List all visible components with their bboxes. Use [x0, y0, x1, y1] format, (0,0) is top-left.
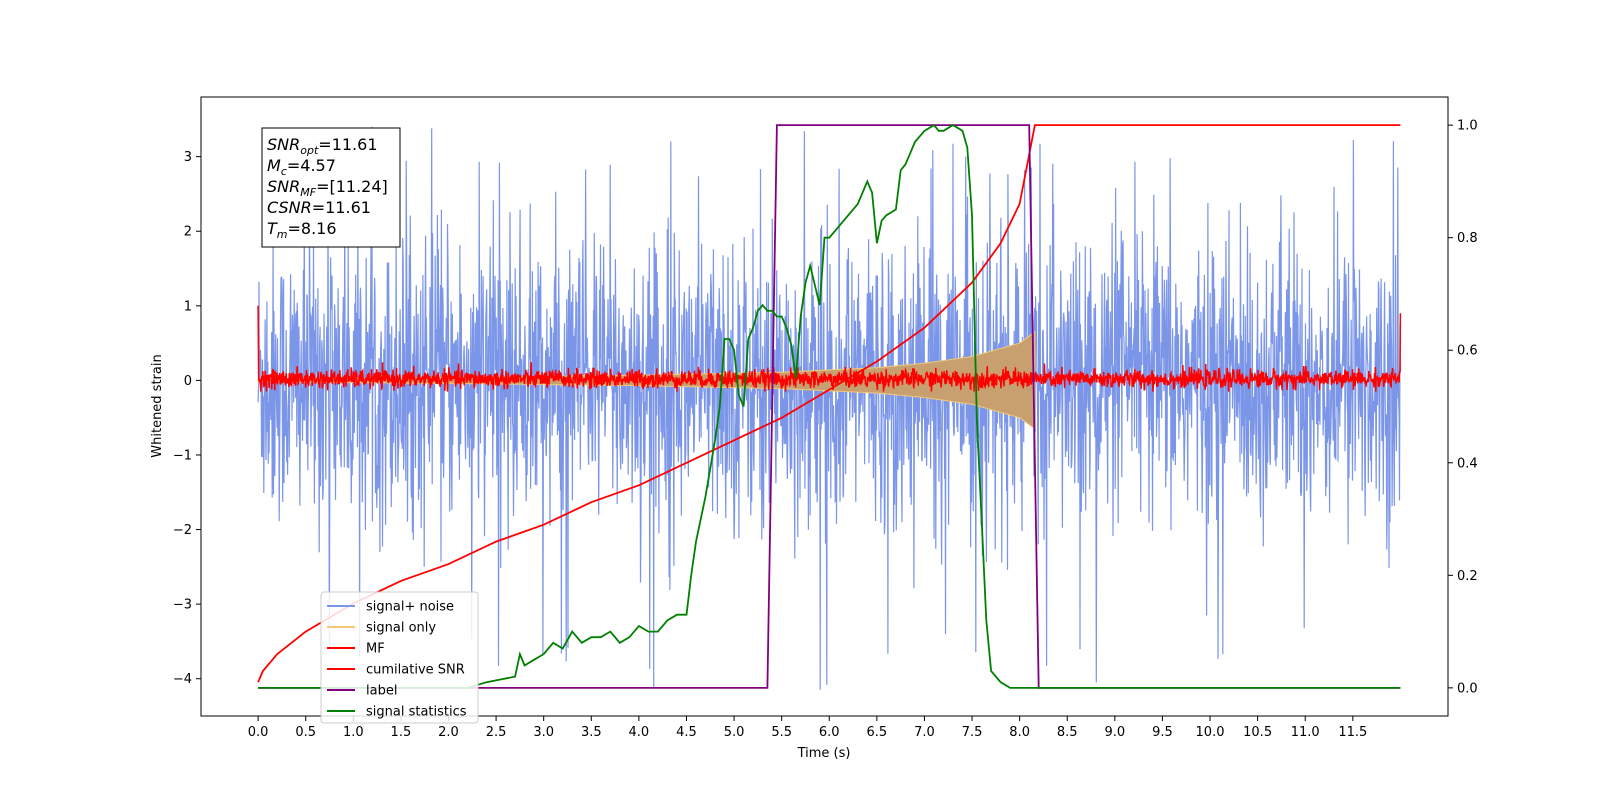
x-tick-label: 0.0 [248, 725, 269, 740]
x-tick-label: 3.0 [533, 725, 554, 740]
x-axis-label: Time (s) [797, 746, 851, 761]
x-tick-label: 11.5 [1338, 725, 1367, 740]
y-tick-label: −4 [173, 672, 192, 687]
x-tick-label: 10.0 [1196, 725, 1225, 740]
x-tick-label: 5.0 [724, 725, 745, 740]
y2-tick-label: 0.6 [1457, 344, 1478, 359]
y2-tick-label: 1.0 [1457, 119, 1478, 134]
x-tick-label: 4.0 [629, 725, 650, 740]
plot-frame [200, 96, 1449, 717]
legend: signal+ noise signal only MF cumilative SNR… [320, 591, 479, 724]
x-tick-label: 2.0 [438, 725, 459, 740]
info-box: SNRopt=11.61 Mc=4.57 SNRMF=[11.24] CSNR=… [261, 127, 401, 248]
x-tick-label: 6.5 [867, 725, 888, 740]
x-tick-label: 9.5 [1152, 725, 1173, 740]
signal-statistics-line [258, 123, 1401, 689]
x-tick-label: 11.0 [1291, 725, 1320, 740]
plot-area [257, 123, 1402, 690]
info-mc: Mc=4.57 [267, 156, 336, 178]
legend-entry: label [366, 684, 397, 699]
x-axis-ticks: 0.0 0.5 1.0 1.5 2.0 2.5 3.0 3.5 4.0 4.5 5.0 5.5 6.0 6… [248, 716, 1367, 740]
legend-entry: cumilative SNR [366, 663, 465, 678]
right-y-axis-ticks: 0.0 0.2 0.4 0.6 0.8 1.0 [1448, 119, 1478, 696]
signal-noise-series [257, 126, 1402, 690]
x-tick-label: 6.0 [819, 725, 840, 740]
y-axis-ticks: −4 −3 −2 −1 0 1 2 3 [173, 150, 201, 687]
x-tick-label: 8.0 [1009, 725, 1030, 740]
x-tick-label: 3.5 [581, 725, 602, 740]
y-tick-label: 3 [184, 150, 192, 165]
x-tick-label: 7.0 [914, 725, 935, 740]
y-tick-label: −1 [173, 448, 192, 463]
y-tick-label: 2 [184, 225, 192, 240]
x-tick-label: 10.5 [1243, 725, 1272, 740]
y2-tick-label: 0.0 [1457, 681, 1478, 696]
x-tick-label: 2.5 [486, 725, 507, 740]
y-tick-label: 0 [184, 374, 192, 389]
x-tick-label: 1.0 [343, 725, 364, 740]
y-tick-label: −3 [173, 598, 192, 613]
x-tick-label: 4.5 [676, 725, 697, 740]
signal-noise-line [257, 126, 1402, 690]
y2-tick-label: 0.4 [1457, 456, 1478, 471]
info-snr-mf: SNRMF=[11.24] [267, 177, 388, 199]
mf-line [257, 305, 1402, 392]
x-tick-label: 5.5 [771, 725, 792, 740]
legend-entry: signal statistics [366, 705, 467, 720]
info-tm: Tm=8.16 [267, 219, 337, 241]
info-csnr: CSNR=11.61 [267, 198, 371, 217]
info-box-frame [261, 127, 401, 248]
legend-entry: MF [366, 642, 385, 657]
y-axis-label: Whitened strain [150, 354, 165, 457]
mf-series [257, 305, 1402, 392]
y-tick-label: 1 [184, 299, 192, 314]
legend-frame [320, 591, 479, 724]
x-tick-label: 8.5 [1057, 725, 1078, 740]
x-tick-label: 9.0 [1104, 725, 1125, 740]
y-tick-label: −2 [173, 523, 192, 538]
y2-tick-label: 0.2 [1457, 569, 1478, 584]
x-tick-label: 7.5 [962, 725, 983, 740]
legend-entry: signal+ noise [366, 600, 454, 615]
legend-entry: signal only [366, 621, 436, 636]
x-tick-label: 0.5 [295, 725, 316, 740]
y2-tick-label: 0.8 [1457, 231, 1478, 246]
x-tick-label: 1.5 [391, 725, 412, 740]
info-snr-opt: SNRopt=11.61 [267, 135, 378, 157]
